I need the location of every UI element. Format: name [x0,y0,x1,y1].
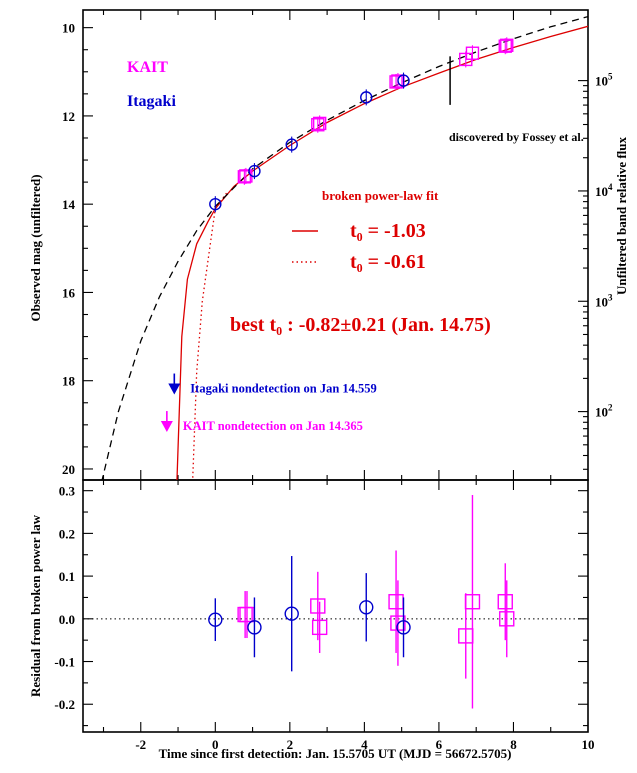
bottom-panel-frame [82,479,589,733]
bottom-plot-area [83,494,588,709]
nondetection-arrow-head [168,383,181,395]
residual-kait-point [464,594,481,610]
x-axis-title: Time since first detection: Jan. 15.5705… [159,746,512,761]
residual-kait-point [499,611,515,627]
x-tick-label: 4 [361,737,368,752]
nondetection-label: KAIT nondetection on Jan 14.365 [183,419,363,433]
y-right-tick-label: 105 [595,72,613,89]
residual-itagaki-point [208,612,223,627]
nondetection-label: Itagaki nondetection on Jan 14.559 [190,382,376,396]
residual-kait-point [311,619,328,636]
y-tick-label-top: 14 [62,197,76,212]
best-t0-annotation: best t₀ : -0.82±0.21 (Jan. 14.75) [230,314,491,336]
x-tick-label: -2 [135,737,146,752]
residual-itagaki-point [396,620,411,635]
legend-kait: KAIT [127,59,168,76]
fit-curve-dotted [192,192,228,480]
y-right-tick-label: 103 [595,292,613,309]
nondetection-arrow-head [160,421,173,433]
y-tick-label-top: 18 [62,374,76,389]
y-axis-title-top: Observed mag (unfiltered) [28,174,43,321]
x-tick-label: 6 [436,737,443,752]
legend-itagaki: Itagaki [127,93,176,110]
residual-itagaki-point [359,600,374,615]
residual-itagaki-point [284,606,299,621]
y-tick-label-top: 12 [62,109,75,124]
fit-curve-dashed [101,15,588,480]
x-tick-label: 10 [582,737,595,752]
y-tick-label-bottom: 0.0 [59,612,75,627]
y-right-tick-label: 102 [595,403,613,420]
discovery-label: discovered by Fossey et al. [449,130,584,144]
residual-kait-point [497,594,513,610]
y-tick-label-top: 16 [62,285,76,300]
x-tick-label: 2 [287,737,294,752]
y-tick-label-bottom: 0.2 [59,526,75,541]
residual-itagaki-point [247,620,262,635]
y-tick-label-bottom: -0.2 [54,697,75,712]
fit-legend-dotted-label: t₀ = -0.61 [350,251,426,273]
y-tick-label-bottom: 0.3 [59,484,76,499]
y-tick-label-bottom: -0.1 [54,655,75,670]
y-tick-label-top: 20 [62,462,75,477]
y-tick-label-top: 10 [62,21,75,36]
fit-legend-solid-label: t₀ = -1.03 [350,220,426,242]
x-tick-label: 8 [510,737,517,752]
top-panel-frame [82,9,589,481]
top-plot-area [101,15,588,480]
y-axis-title-bottom: Residual from broken power law [28,514,43,697]
y-right-tick-label: 104 [595,182,613,199]
x-tick-label: 0 [212,737,219,752]
fit-legend-title: broken power-law fit [322,188,439,203]
y-tick-label-bottom: 0.1 [59,569,75,584]
y-axis-title-right: Unfiltered band relative flux [614,136,629,295]
fit-curve-solid [176,25,588,480]
residual-kait-point [310,598,326,614]
